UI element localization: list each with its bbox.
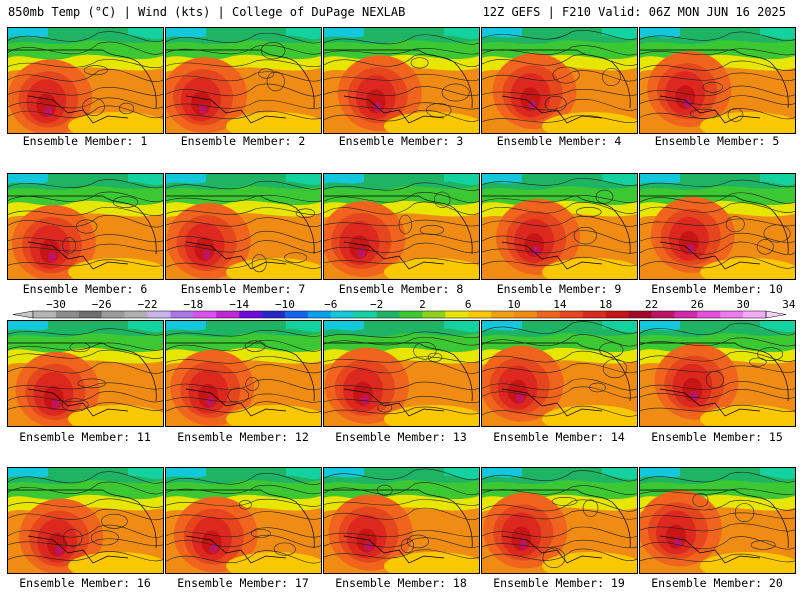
colorbar-segment [239,311,263,318]
colorbar-tick-label: 18 [599,298,612,311]
ensemble-member-label: Ensemble Member: 2 [180,134,306,148]
model-run-label: 12Z GEFS | F210 Valid: 06Z MON JUN 16 20… [482,5,786,19]
colorbar-tick-label: −30 [46,298,66,311]
colorbar-segment [582,311,606,318]
member-map-panel [639,320,796,427]
member-map-panel [7,173,164,280]
ensemble-member-label: Ensemble Member: 3 [338,134,464,148]
ensemble-member-label: Ensemble Member: 1 [22,134,148,148]
member-map-panel [639,27,796,134]
colorbar-segment [330,311,354,318]
colorbar-tick-label: 10 [507,298,520,311]
colorbar-segment [147,311,171,318]
colorbar-segment [697,311,721,318]
ensemble-member-label: Ensemble Member: 4 [496,134,622,148]
member-map-panel [323,467,480,574]
colorbar-tick-label: −6 [324,298,337,311]
ensemble-member-label: Ensemble Member: 17 [177,576,309,590]
member-map-panel [323,173,480,280]
colorbar-tick-label: −18 [183,298,203,311]
colorbar-tick-label: 6 [465,298,472,311]
colorbar-segment [193,311,217,318]
colorbar-segment [376,311,400,318]
colorbar-segment [674,311,698,318]
colorbar-segment [55,311,80,318]
colorbar-tick-label: −10 [275,298,295,311]
colorbar-segment [353,311,377,318]
ensemble-member-label: Ensemble Member: 15 [651,430,783,444]
map-title: 850mb Temp (°C) | Wind (kts) | College o… [8,5,406,19]
temperature-colorbar: −30−26−22−18−14−10−6−2261014182226303438… [12,298,796,319]
colorbar-segment [605,311,629,318]
colorbar-tick-label: −26 [92,298,112,311]
colorbar-segment [628,311,652,318]
ensemble-member-label: Ensemble Member: 6 [22,282,148,296]
member-map-panel [323,27,480,134]
member-map-panel [7,467,164,574]
ensemble-member-label: Ensemble Member: 8 [338,282,464,296]
colorbar-tick-label: −2 [370,298,383,311]
member-map-panel [165,320,322,427]
member-map-panel [165,467,322,574]
member-map-panel [481,320,638,427]
ensemble-member-label: Ensemble Member: 9 [496,282,622,296]
member-map-panel [481,467,638,574]
colorbar-segment [399,311,423,318]
colorbar-segment [720,311,744,318]
colorbar-tick-label: 2 [419,298,426,311]
colorbar-segment [78,311,103,318]
colorbar-segment [468,311,492,318]
colorbar-segment [33,311,57,318]
colorbar-segment [101,311,125,318]
colorbar-segment [262,311,286,318]
colorbar-segment [284,311,309,318]
colorbar-segment [536,311,561,318]
colorbar-segment [743,311,767,318]
member-map-panel [7,320,164,427]
ensemble-member-label: Ensemble Member: 19 [493,576,625,590]
colorbar-segment [651,311,675,318]
ensemble-member-label: Ensemble Member: 14 [493,430,625,444]
colorbar-tick-label: −14 [229,298,249,311]
colorbar-segment [445,311,469,318]
colorbar-segment [491,311,515,318]
member-map-panel [481,173,638,280]
member-map-panel [165,27,322,134]
colorbar-segment [559,311,584,318]
member-map-panel [639,467,796,574]
colorbar-segment [170,311,194,318]
colorbar-segment [307,311,332,318]
member-map-panel [165,173,322,280]
ensemble-member-label: Ensemble Member: 12 [177,430,309,444]
colorbar-tick-label: 22 [645,298,658,311]
ensemble-member-label: Ensemble Member: 7 [180,282,306,296]
colorbar-tick-label: 14 [553,298,567,311]
ensemble-member-label: Ensemble Member: 13 [335,430,467,444]
ensemble-member-label: Ensemble Member: 20 [651,576,783,590]
colorbar-segment [422,311,446,318]
member-map-panel [323,320,480,427]
colorbar-segment [216,311,240,318]
ensemble-member-label: Ensemble Member: 16 [19,576,151,590]
colorbar-tick-label: 34 [782,298,796,311]
member-map-panel [639,173,796,280]
colorbar-tick-label: 26 [691,298,704,311]
colorbar-tick-label: −22 [138,298,158,311]
ensemble-member-label: Ensemble Member: 10 [651,282,783,296]
ensemble-member-label: Ensemble Member: 5 [654,134,780,148]
ensemble-member-label: Ensemble Member: 18 [335,576,467,590]
member-map-panel [481,27,638,134]
colorbar-tick-label: 30 [736,298,749,311]
colorbar-segment [514,311,538,318]
ensemble-member-label: Ensemble Member: 11 [19,430,151,444]
colorbar-segment [124,311,148,318]
member-map-panel [7,27,164,134]
